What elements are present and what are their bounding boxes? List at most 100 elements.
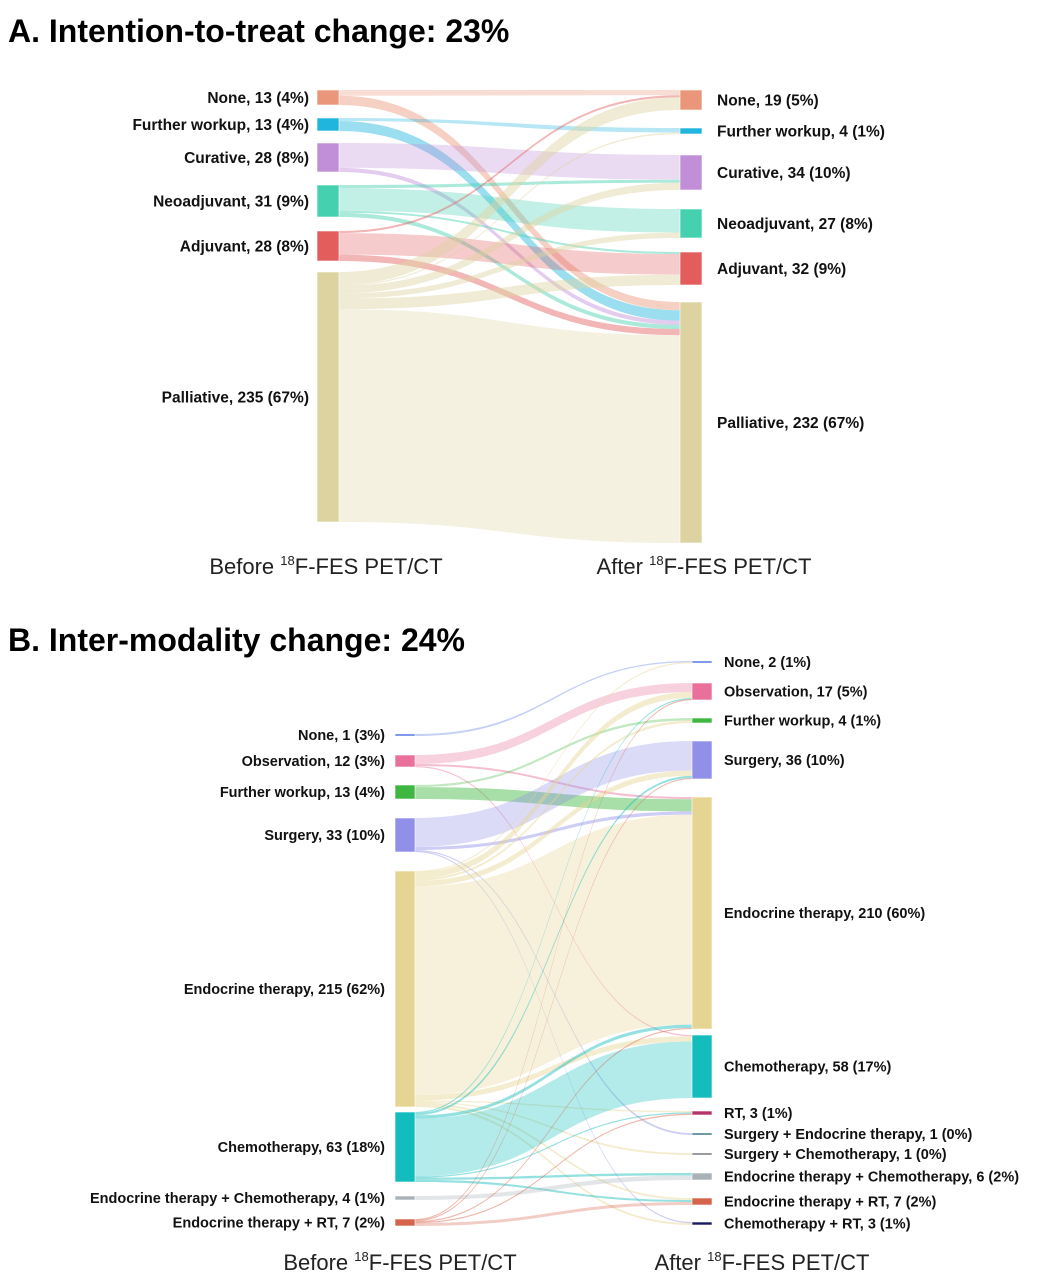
flow-endo-to-endo_rt xyxy=(415,1102,692,1200)
flow-none-to-none xyxy=(339,90,680,96)
after-node-chemo xyxy=(691,1034,713,1099)
flow-adj-to-adj xyxy=(339,233,680,275)
flow-endo-to-chemo_rt xyxy=(415,1104,692,1225)
flow-endo_rt-to-rt xyxy=(415,1113,692,1224)
flow-endo-to-surg_chemo xyxy=(415,1101,692,1155)
nodes: None, 1 (3%) Observation, 12 (3%) Further … xyxy=(90,655,1019,1232)
flow-chemo-to-endo_rt xyxy=(415,1179,692,1202)
flow-neo-to-curative xyxy=(339,179,680,189)
flow-endo_chemo-to-endo_chemo xyxy=(415,1175,692,1200)
before-node-chemo xyxy=(394,1111,416,1183)
after-label-workup: Further workup, 4 (1%) xyxy=(717,123,885,140)
after-node-rt xyxy=(691,1110,713,1116)
after-label-adj: Adjuvant, 32 (9%) xyxy=(717,261,846,278)
panel-b-title: B. Inter-modality change: 24% xyxy=(8,622,465,658)
flow-chemo-to-obs xyxy=(415,698,692,1114)
panel-a-title: A. Intention-to-treat change: 23% xyxy=(8,13,509,49)
flow-endo-to-surg xyxy=(415,770,692,887)
flow-obs-to-endo xyxy=(415,764,692,800)
flow-chemo-to-endo_chemo xyxy=(415,1173,692,1180)
before-label-endo_rt: Endocrine therapy + RT, 7 (2%) xyxy=(173,1216,385,1232)
flow-neo-to-adj xyxy=(339,210,680,255)
flow-workup-to-workup xyxy=(415,718,692,788)
before-node-obs xyxy=(394,754,416,768)
after-label-pal: Palliative, 232 (67%) xyxy=(717,415,864,432)
after-node-endo_chemo xyxy=(691,1172,713,1181)
before-label-none: None, 1 (3%) xyxy=(298,728,385,744)
flow-endo-to-rt xyxy=(415,1100,692,1113)
flow-pal-to-neo xyxy=(339,232,680,299)
before-label-none: None, 13 (4%) xyxy=(207,90,309,107)
before-label-curative: Curative, 28 (8%) xyxy=(184,150,309,167)
before-node-none xyxy=(316,89,340,106)
before-label-obs: Observation, 12 (3%) xyxy=(242,754,386,770)
after-node-obs xyxy=(691,682,713,701)
flow-endo_rt-to-endo_rt xyxy=(415,1202,692,1226)
before-label-adj: Adjuvant, 28 (8%) xyxy=(180,238,309,255)
panel-b-sankey: None, 1 (3%) Observation, 12 (3%) Further … xyxy=(90,655,1019,1232)
flow-endo_rt-to-surg xyxy=(415,777,692,1222)
flow-chemo-to-endo xyxy=(415,1024,692,1119)
flow-endo_rt-to-obs xyxy=(415,699,692,1221)
panel-b-before-axis-label: Before 18F-FES PET/CT xyxy=(283,1249,516,1275)
before-node-curative xyxy=(316,142,340,173)
after-label-chemo_rt: Chemotherapy + RT, 3 (1%) xyxy=(724,1217,911,1233)
flow-pal-to-pal xyxy=(339,309,680,543)
flow-surg-to-chemo_rt xyxy=(415,850,692,1224)
flow-endo-to-chemo xyxy=(415,1036,692,1101)
before-node-endo xyxy=(394,870,416,1108)
flow-neo-to-neo xyxy=(339,188,680,233)
after-label-none: None, 2 (1%) xyxy=(724,655,811,671)
after-label-endo_rt: Endocrine therapy + RT, 7 (2%) xyxy=(724,1195,936,1211)
after-node-neo xyxy=(679,208,703,239)
before-label-endo: Endocrine therapy, 215 (62%) xyxy=(184,982,385,998)
after-label-obs: Observation, 17 (5%) xyxy=(724,685,868,701)
after-label-surg_chemo: Surgery + Chemotherapy, 1 (0%) xyxy=(724,1147,947,1163)
before-node-workup xyxy=(394,784,416,800)
flow-endo-to-workup xyxy=(415,720,692,881)
after-label-chemo: Chemotherapy, 58 (17%) xyxy=(724,1060,892,1076)
before-node-workup xyxy=(316,117,340,132)
after-label-workup: Further workup, 4 (1%) xyxy=(724,714,881,730)
flow-links xyxy=(415,661,692,1226)
after-node-chemo_rt xyxy=(691,1221,713,1226)
flow-adj-to-pal xyxy=(339,254,680,336)
panel-b-after-axis-label: After 18F-FES PET/CT xyxy=(655,1249,870,1275)
flow-obs-to-chemo xyxy=(415,766,692,1037)
before-label-surg: Surgery, 33 (10%) xyxy=(264,828,385,844)
before-node-adj xyxy=(316,230,340,262)
nodes: None, 13 (4%) Further workup, 13 (4%) Cura… xyxy=(132,89,885,544)
after-node-workup xyxy=(691,717,713,724)
flow-surg-to-surg_endo xyxy=(415,849,692,1135)
before-node-pal xyxy=(316,271,340,523)
flow-endo-to-endo xyxy=(415,814,692,1095)
before-label-workup: Further workup, 13 (4%) xyxy=(132,117,309,134)
flow-endo_rt-to-endo xyxy=(415,1027,692,1223)
flow-adj-to-none xyxy=(339,95,680,234)
after-node-surg xyxy=(691,740,713,780)
after-label-rt: RT, 3 (1%) xyxy=(724,1106,793,1122)
flow-neo-to-pal xyxy=(339,212,680,330)
flow-pal-to-workup xyxy=(339,132,680,286)
before-label-workup: Further workup, 13 (4%) xyxy=(220,785,385,801)
after-node-adj xyxy=(679,251,703,286)
flow-links xyxy=(339,90,680,543)
after-node-none xyxy=(679,89,703,111)
flow-chemo-to-chemo xyxy=(415,1041,692,1177)
flow-pal-to-none xyxy=(339,97,680,285)
after-label-curative: Curative, 34 (10%) xyxy=(717,165,851,182)
flow-workup-to-workup xyxy=(339,118,680,133)
before-node-neo xyxy=(316,184,340,218)
flow-obs-to-obs xyxy=(415,683,692,764)
after-label-surg: Surgery, 36 (10%) xyxy=(724,753,845,769)
flow-curative-to-curative xyxy=(339,143,680,180)
after-node-pal xyxy=(679,301,703,544)
after-label-none: None, 19 (5%) xyxy=(717,92,819,109)
panel-a-sankey: None, 13 (4%) Further workup, 13 (4%) Cura… xyxy=(132,89,885,544)
before-node-surg xyxy=(394,817,416,853)
flow-workup-to-endo xyxy=(415,787,692,812)
before-node-endo_rt xyxy=(394,1218,416,1227)
before-label-chemo: Chemotherapy, 63 (18%) xyxy=(218,1140,386,1156)
after-node-endo xyxy=(691,796,713,1030)
